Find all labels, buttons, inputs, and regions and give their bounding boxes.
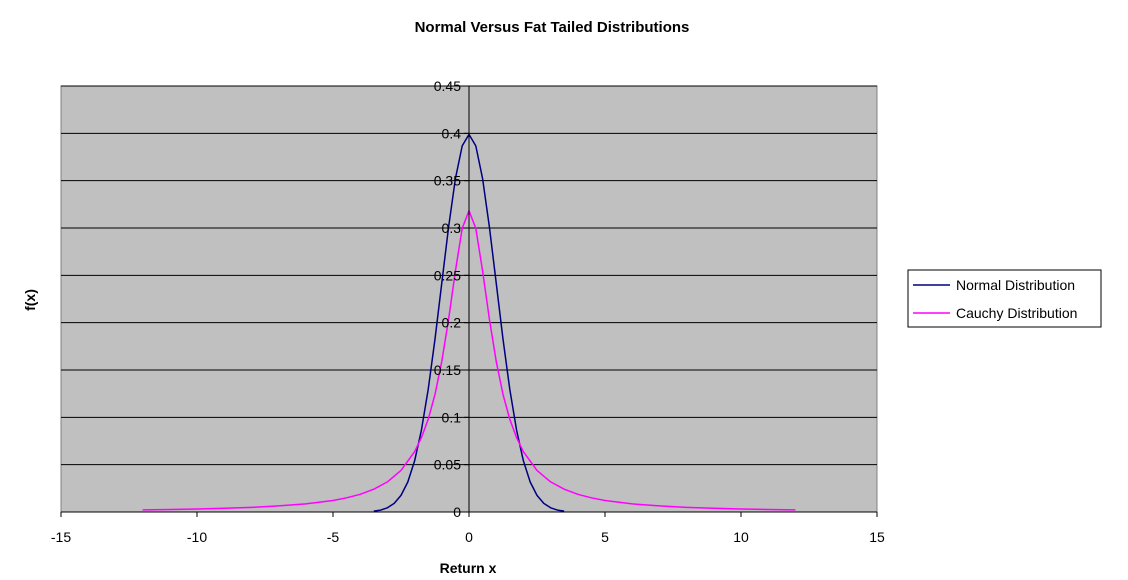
y-tick-labels: 0 0.05 0.1 0.15 0.2 0.25 0.3 0.35 0.4 0.45 xyxy=(434,78,461,520)
y-tick-label: 0.35 xyxy=(434,173,461,189)
x-axis-label: Return x xyxy=(440,560,497,576)
legend-box xyxy=(907,269,1102,328)
y-tick-label: 0.2 xyxy=(442,315,462,331)
y-tick-label: 0.1 xyxy=(442,409,462,425)
y-tick-label: 0.25 xyxy=(434,267,461,283)
y-axis-label: f(x) xyxy=(22,289,38,311)
legend-label-cauchy: Cauchy Distribution xyxy=(956,305,1077,321)
x-tick-label: 0 xyxy=(465,529,473,545)
y-tick-label: 0.15 xyxy=(434,362,461,378)
x-tick-labels: -15 -10 -5 0 5 10 15 xyxy=(51,529,885,545)
x-tick-label: -15 xyxy=(51,529,71,545)
legend: Normal Distribution Cauchy Distribution xyxy=(907,269,1102,328)
y-tick-label: 0.3 xyxy=(442,220,462,236)
x-tick-label: -5 xyxy=(327,529,340,545)
x-tick-label: 5 xyxy=(601,529,609,545)
x-tick-label: 15 xyxy=(869,529,885,545)
x-tick-label: -10 xyxy=(187,529,207,545)
y-tick-label: 0 xyxy=(453,504,461,520)
y-tick-label: 0.4 xyxy=(442,125,462,141)
y-tick-label: 0.05 xyxy=(434,457,461,473)
axes-layer xyxy=(60,85,878,517)
chart-title: Normal Versus Fat Tailed Distributions xyxy=(415,19,690,36)
x-tick-label: 10 xyxy=(733,529,749,545)
y-tick-label: 0.45 xyxy=(434,78,461,94)
legend-label-normal: Normal Distribution xyxy=(956,277,1075,293)
